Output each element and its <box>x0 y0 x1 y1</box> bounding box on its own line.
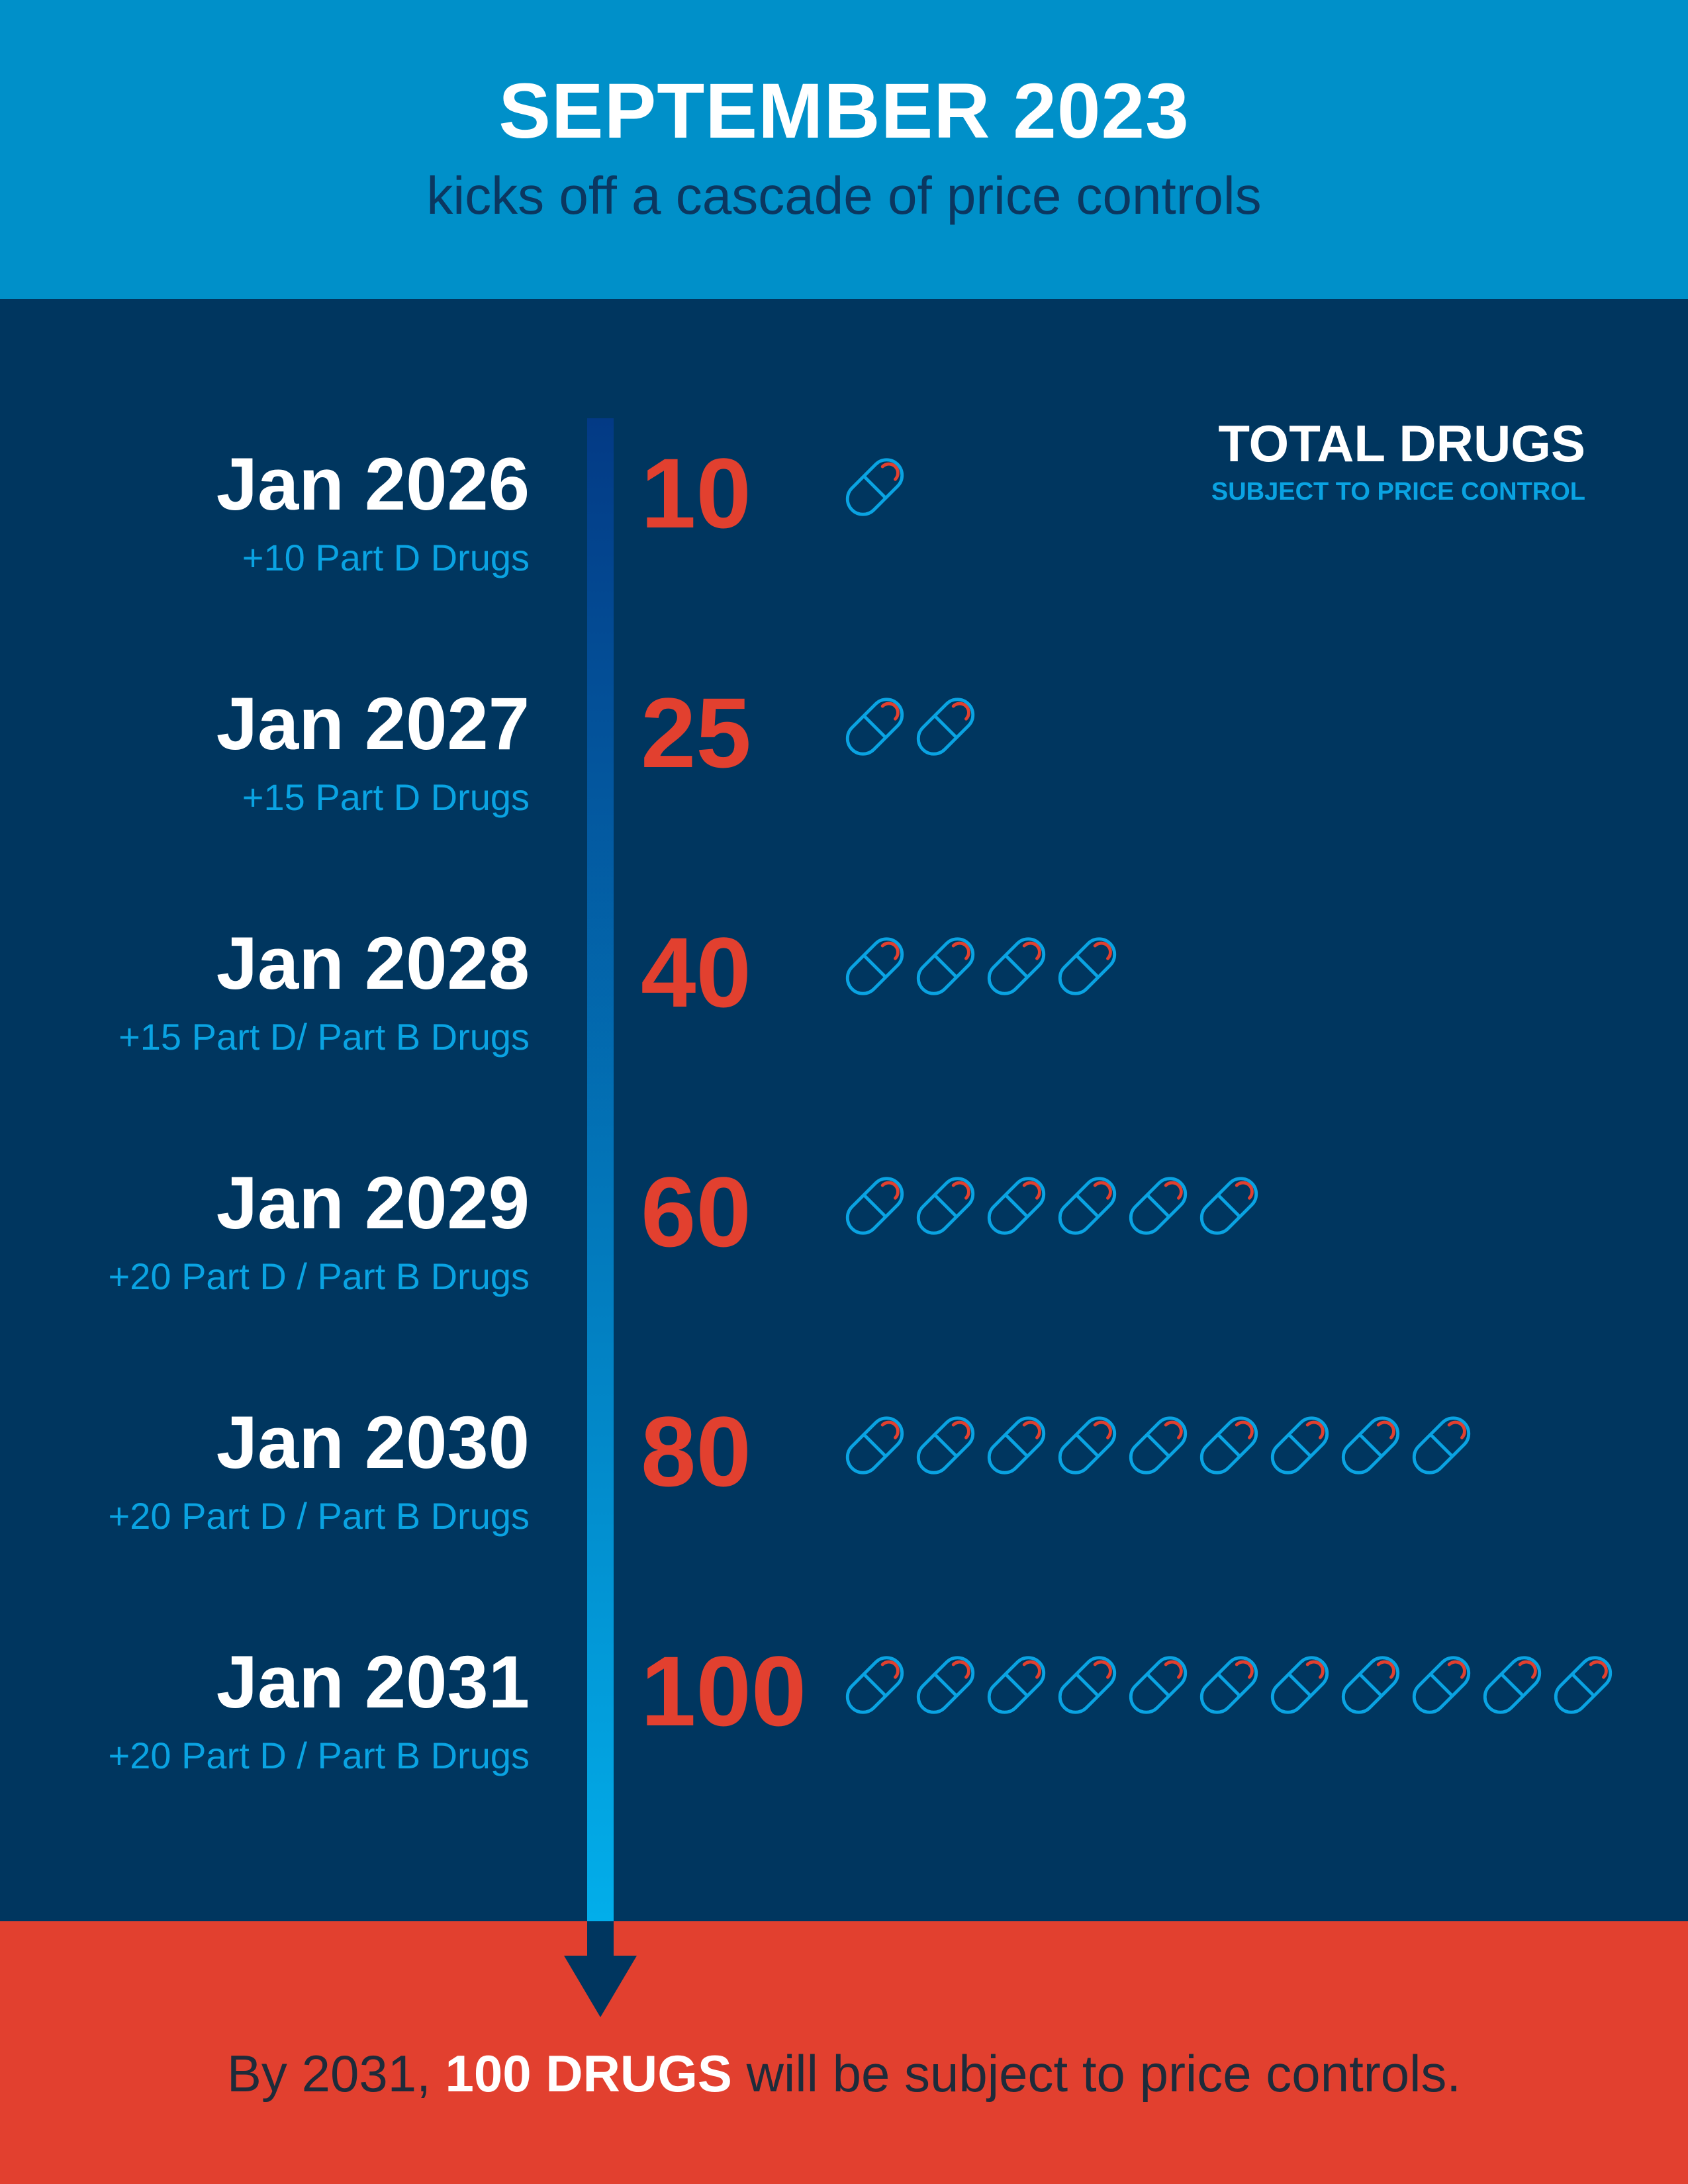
row-total: 100 <box>641 1635 807 1747</box>
pill-icon <box>981 1167 1052 1244</box>
pill-icon <box>1052 1647 1123 1723</box>
pill-icon <box>1123 1647 1194 1723</box>
row-note: +20 Part D / Part B Drugs <box>108 1495 530 1537</box>
row-date: Jan 2029 <box>216 1161 530 1244</box>
pill-icon <box>981 1407 1052 1484</box>
pill-icon <box>1194 1407 1264 1484</box>
footer-text: By 2031, 100 DRUGS will be subject to pr… <box>0 2044 1688 2103</box>
row-note: +20 Part D / Part B Drugs <box>108 1735 530 1776</box>
pill-group <box>839 449 910 525</box>
pill-icon <box>981 928 1052 1005</box>
timeline-section: TOTAL DRUGS SUBJECT TO PRICE CONTROL Jan… <box>0 299 1688 1921</box>
row-total: 60 <box>641 1156 751 1267</box>
pill-group <box>839 1647 1618 1723</box>
legend: TOTAL DRUGS SUBJECT TO PRICE CONTROL <box>1211 414 1585 506</box>
pill-icon <box>1123 1167 1194 1244</box>
row-date: Jan 2028 <box>216 922 530 1005</box>
page-subtitle: kicks off a cascade of price controls <box>426 166 1262 225</box>
pill-group <box>839 688 981 765</box>
pill-icon <box>1548 1647 1618 1723</box>
timeline-row: Jan 2027 +15 Part D Drugs 25 <box>0 607 1688 846</box>
pill-icon <box>1194 1167 1264 1244</box>
pill-group <box>839 1407 1477 1484</box>
row-date: Jan 2026 <box>216 443 530 525</box>
pill-icon <box>981 1647 1052 1723</box>
page-title: SEPTEMBER 2023 <box>498 68 1190 155</box>
row-note: +20 Part D / Part B Drugs <box>108 1255 530 1297</box>
row-total: 40 <box>641 917 751 1028</box>
pill-icon <box>910 1407 981 1484</box>
pill-icon <box>839 449 910 525</box>
row-date: Jan 2027 <box>216 682 530 765</box>
arrow-down-icon <box>564 1921 637 2017</box>
footer-text-post: will be subject to price controls. <box>731 2044 1462 2103</box>
legend-subtitle: SUBJECT TO PRICE CONTROL <box>1211 478 1585 506</box>
pill-icon <box>1194 1647 1264 1723</box>
footer: By 2031, 100 DRUGS will be subject to pr… <box>0 1921 1688 2184</box>
pill-icon <box>1052 928 1123 1005</box>
pill-icon <box>1264 1407 1335 1484</box>
pill-icon <box>839 1167 910 1244</box>
row-note: +15 Part D/ Part B Drugs <box>118 1016 530 1058</box>
pill-icon <box>910 688 981 765</box>
timeline-row: Jan 2028 +15 Part D/ Part B Drugs 40 <box>0 846 1688 1086</box>
row-total: 10 <box>641 437 751 549</box>
pill-icon <box>1406 1647 1477 1723</box>
header: SEPTEMBER 2023 kicks off a cascade of pr… <box>0 0 1688 299</box>
pill-icon <box>839 928 910 1005</box>
timeline-row: Jan 2030 +20 Part D / Part B Drugs 80 <box>0 1326 1688 1565</box>
row-total: 25 <box>641 677 751 788</box>
pill-group <box>839 928 1123 1005</box>
pill-icon <box>839 1407 910 1484</box>
timeline-row: Jan 2026 +10 Part D Drugs 10 <box>0 367 1688 607</box>
pill-icon <box>910 928 981 1005</box>
row-total: 80 <box>641 1396 751 1507</box>
row-date: Jan 2031 <box>216 1641 530 1723</box>
row-note: +15 Part D Drugs <box>242 776 530 818</box>
pill-icon <box>1335 1647 1406 1723</box>
pill-icon <box>910 1167 981 1244</box>
timeline-bar <box>587 418 614 1921</box>
legend-title: TOTAL DRUGS <box>1218 414 1585 473</box>
timeline-rows: Jan 2026 +10 Part D Drugs 10 Jan 2027 +1… <box>0 367 1688 1805</box>
pill-icon <box>839 688 910 765</box>
footer-text-bold: 100 DRUGS <box>445 2044 732 2103</box>
pill-icon <box>910 1647 981 1723</box>
footer-text-pre: By 2031, <box>226 2044 445 2103</box>
pill-icon <box>1406 1407 1477 1484</box>
pill-icon <box>839 1647 910 1723</box>
timeline-row: Jan 2029 +20 Part D / Part B Drugs 60 <box>0 1086 1688 1326</box>
timeline-row: Jan 2031 +20 Part D / Part B Drugs 100 <box>0 1565 1688 1805</box>
pill-icon <box>1052 1407 1123 1484</box>
pill-icon <box>1052 1167 1123 1244</box>
row-note: +10 Part D Drugs <box>242 537 530 578</box>
pill-icon <box>1477 1647 1548 1723</box>
pill-icon <box>1123 1407 1194 1484</box>
pill-group <box>839 1167 1264 1244</box>
pill-icon <box>1264 1647 1335 1723</box>
row-date: Jan 2030 <box>216 1401 530 1484</box>
pill-icon <box>1335 1407 1406 1484</box>
